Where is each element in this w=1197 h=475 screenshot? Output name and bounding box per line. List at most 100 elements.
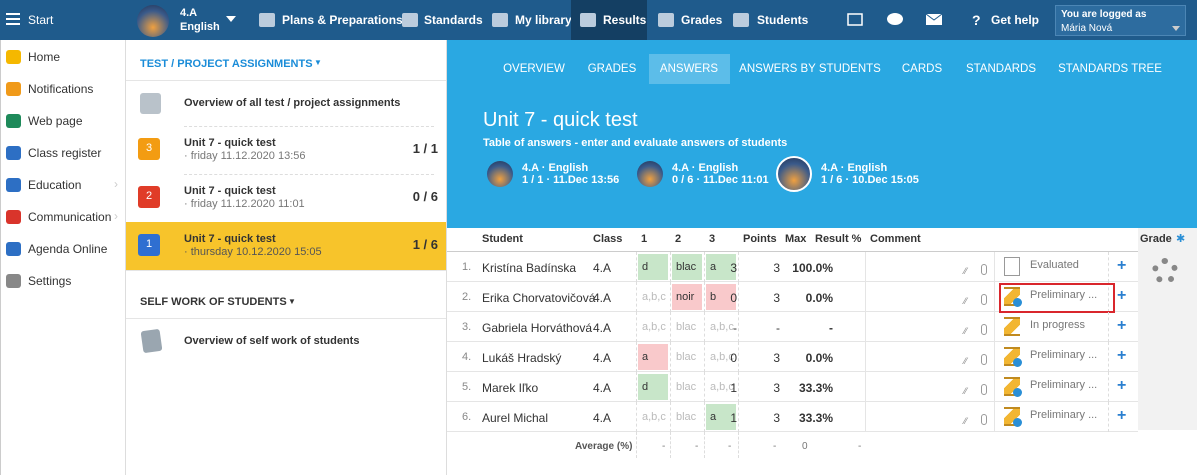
overview-link[interactable]: Overview of all test / project assignmen… bbox=[184, 97, 401, 109]
tab[interactable]: STANDARDS TREE bbox=[1058, 63, 1162, 75]
cell-divider bbox=[636, 432, 637, 458]
nav-item[interactable]: My library bbox=[515, 13, 572, 27]
toolbar-icons[interactable] bbox=[846, 11, 966, 29]
nav-item[interactable]: Results bbox=[603, 13, 647, 27]
answer-cell[interactable]: a bbox=[706, 404, 736, 430]
tab[interactable]: ANSWERS bbox=[659, 63, 719, 75]
points: 0 bbox=[730, 291, 737, 305]
answer-cell[interactable]: a bbox=[638, 344, 668, 370]
answer-cell[interactable]: a,b,c bbox=[642, 321, 666, 333]
help-icon: ? bbox=[972, 12, 981, 28]
column-header: 2 bbox=[675, 233, 682, 245]
add-button[interactable]: + bbox=[1117, 407, 1127, 424]
student-name[interactable]: Lukáš Hradský bbox=[482, 351, 562, 365]
comment-cell[interactable] bbox=[865, 252, 995, 282]
chip-avatar[interactable] bbox=[776, 156, 812, 192]
student-name[interactable]: Erika Chorvatovičová bbox=[482, 291, 596, 305]
answer-cell[interactable]: a,b,c bbox=[642, 291, 666, 303]
answers-panel: OVERVIEW GRADES ANSWERS ANSWERS BY STUDENTS… bbox=[447, 40, 1197, 475]
comment-cell[interactable] bbox=[865, 282, 995, 312]
chip-class[interactable]: 4.A · English bbox=[672, 162, 739, 174]
class-subject[interactable]: English bbox=[180, 21, 220, 33]
nav-item[interactable]: Plans & Preparations bbox=[282, 13, 403, 27]
sidebar-item[interactable]: Education bbox=[28, 178, 82, 192]
status[interactable]: Evaluated bbox=[1030, 259, 1079, 271]
points: 1 bbox=[730, 381, 737, 395]
answer-cell[interactable]: a,b,c bbox=[710, 381, 734, 393]
assignment-item[interactable]: 3 Unit 7 - quick test · friday 11.12.2020 … bbox=[126, 126, 446, 174]
divider bbox=[184, 126, 434, 127]
answer-cell[interactable]: blac bbox=[672, 254, 702, 280]
self-overview-link[interactable]: Overview of self work of students bbox=[184, 335, 360, 347]
chip-avatar[interactable] bbox=[487, 161, 513, 187]
comment-cell[interactable] bbox=[865, 402, 995, 432]
add-button[interactable]: + bbox=[1117, 377, 1127, 394]
add-button[interactable]: + bbox=[1117, 347, 1127, 364]
tab[interactable]: CARDS bbox=[901, 63, 943, 75]
comment-cell[interactable] bbox=[865, 312, 995, 342]
nav-item[interactable]: Grades bbox=[681, 13, 723, 27]
comment-cell[interactable] bbox=[865, 342, 995, 372]
login-box[interactable]: You are logged as Mária Nová bbox=[1055, 5, 1186, 36]
student-name[interactable]: Aurel Michal bbox=[482, 411, 549, 425]
sidebar-item[interactable]: Notifications bbox=[28, 82, 94, 96]
sidebar-item[interactable]: Communication bbox=[28, 210, 112, 224]
chip-avatar[interactable] bbox=[637, 161, 663, 187]
status-divider bbox=[1108, 372, 1109, 402]
chip-info: 1 / 1 · 11.Dec 13:56 bbox=[522, 174, 620, 186]
status[interactable]: In progress bbox=[1030, 319, 1086, 331]
student-name[interactable]: Marek Iľko bbox=[482, 381, 539, 395]
status[interactable]: Preliminary ... bbox=[1030, 349, 1098, 361]
cell-divider bbox=[670, 252, 671, 282]
class-name[interactable]: 4.A bbox=[180, 7, 198, 19]
answer-cell[interactable]: blac bbox=[676, 381, 697, 393]
sidebar-item[interactable]: Settings bbox=[28, 274, 72, 288]
add-button[interactable]: + bbox=[1117, 287, 1127, 304]
points: 1 bbox=[730, 411, 737, 425]
average-value: 0 bbox=[802, 441, 808, 452]
nav-item[interactable]: Standards bbox=[424, 13, 483, 27]
tab[interactable]: ANSWERS BY STUDENTS bbox=[739, 63, 881, 75]
answer-cell[interactable]: d bbox=[638, 254, 668, 280]
status[interactable]: Preliminary ... bbox=[1030, 379, 1098, 391]
section-heading[interactable]: SELF WORK OF STUDENTS bbox=[140, 296, 287, 308]
tab[interactable]: STANDARDS bbox=[965, 63, 1037, 75]
answer-cell[interactable]: a,b,c bbox=[642, 411, 666, 423]
comment-cell[interactable] bbox=[865, 372, 995, 402]
answer-cell[interactable]: d bbox=[638, 374, 668, 400]
sidebar-item[interactable]: Home bbox=[28, 50, 61, 64]
status-divider bbox=[1108, 342, 1109, 372]
status[interactable]: Preliminary ... bbox=[1030, 289, 1098, 301]
sidebar-item[interactable]: Class register bbox=[28, 146, 102, 160]
help[interactable]: Get help bbox=[991, 13, 1040, 27]
result: 33.3% bbox=[798, 411, 833, 425]
answer-cell[interactable]: blac bbox=[676, 351, 697, 363]
section-heading[interactable]: TEST / PROJECT ASSIGNMENTS bbox=[140, 58, 313, 70]
answer-cell[interactable]: blac bbox=[676, 411, 697, 423]
add-button[interactable]: + bbox=[1117, 317, 1127, 334]
chip-class[interactable]: 4.A · English bbox=[821, 162, 888, 174]
tab[interactable]: GRADES bbox=[587, 63, 637, 75]
assignment-title: Unit 7 - quick test bbox=[184, 185, 276, 197]
answer-cell[interactable]: b bbox=[706, 284, 736, 310]
answer-cell[interactable]: a bbox=[706, 254, 736, 280]
student-name[interactable]: Kristína Badínska bbox=[482, 261, 577, 275]
chip-class[interactable]: 4.A · English bbox=[522, 162, 589, 174]
login-label: You are logged as bbox=[1061, 9, 1147, 20]
answer-cell[interactable]: blac bbox=[676, 321, 697, 333]
attach-icon bbox=[981, 414, 987, 425]
sidebar-item[interactable]: Agenda Online bbox=[28, 242, 108, 256]
cell-divider bbox=[670, 312, 671, 342]
assignment-item[interactable]: 1 Unit 7 - quick test · thursday 10.12.202… bbox=[126, 222, 446, 270]
answer-cell[interactable]: a,b,c bbox=[710, 321, 734, 333]
add-button[interactable]: + bbox=[1117, 257, 1127, 274]
nav-item[interactable]: Students bbox=[757, 13, 809, 27]
status[interactable]: Preliminary ... bbox=[1030, 409, 1098, 421]
start[interactable]: Start bbox=[28, 13, 54, 27]
assignment-item[interactable]: 2 Unit 7 - quick test · friday 11.12.2020 … bbox=[126, 174, 446, 222]
answer-cell[interactable]: noir bbox=[672, 284, 702, 310]
student-name[interactable]: Gabriela Horváthová bbox=[482, 321, 593, 335]
answer-cell[interactable]: a,b,c bbox=[710, 351, 734, 363]
tab[interactable]: OVERVIEW bbox=[503, 63, 565, 75]
sidebar-item[interactable]: Web page bbox=[28, 114, 83, 128]
